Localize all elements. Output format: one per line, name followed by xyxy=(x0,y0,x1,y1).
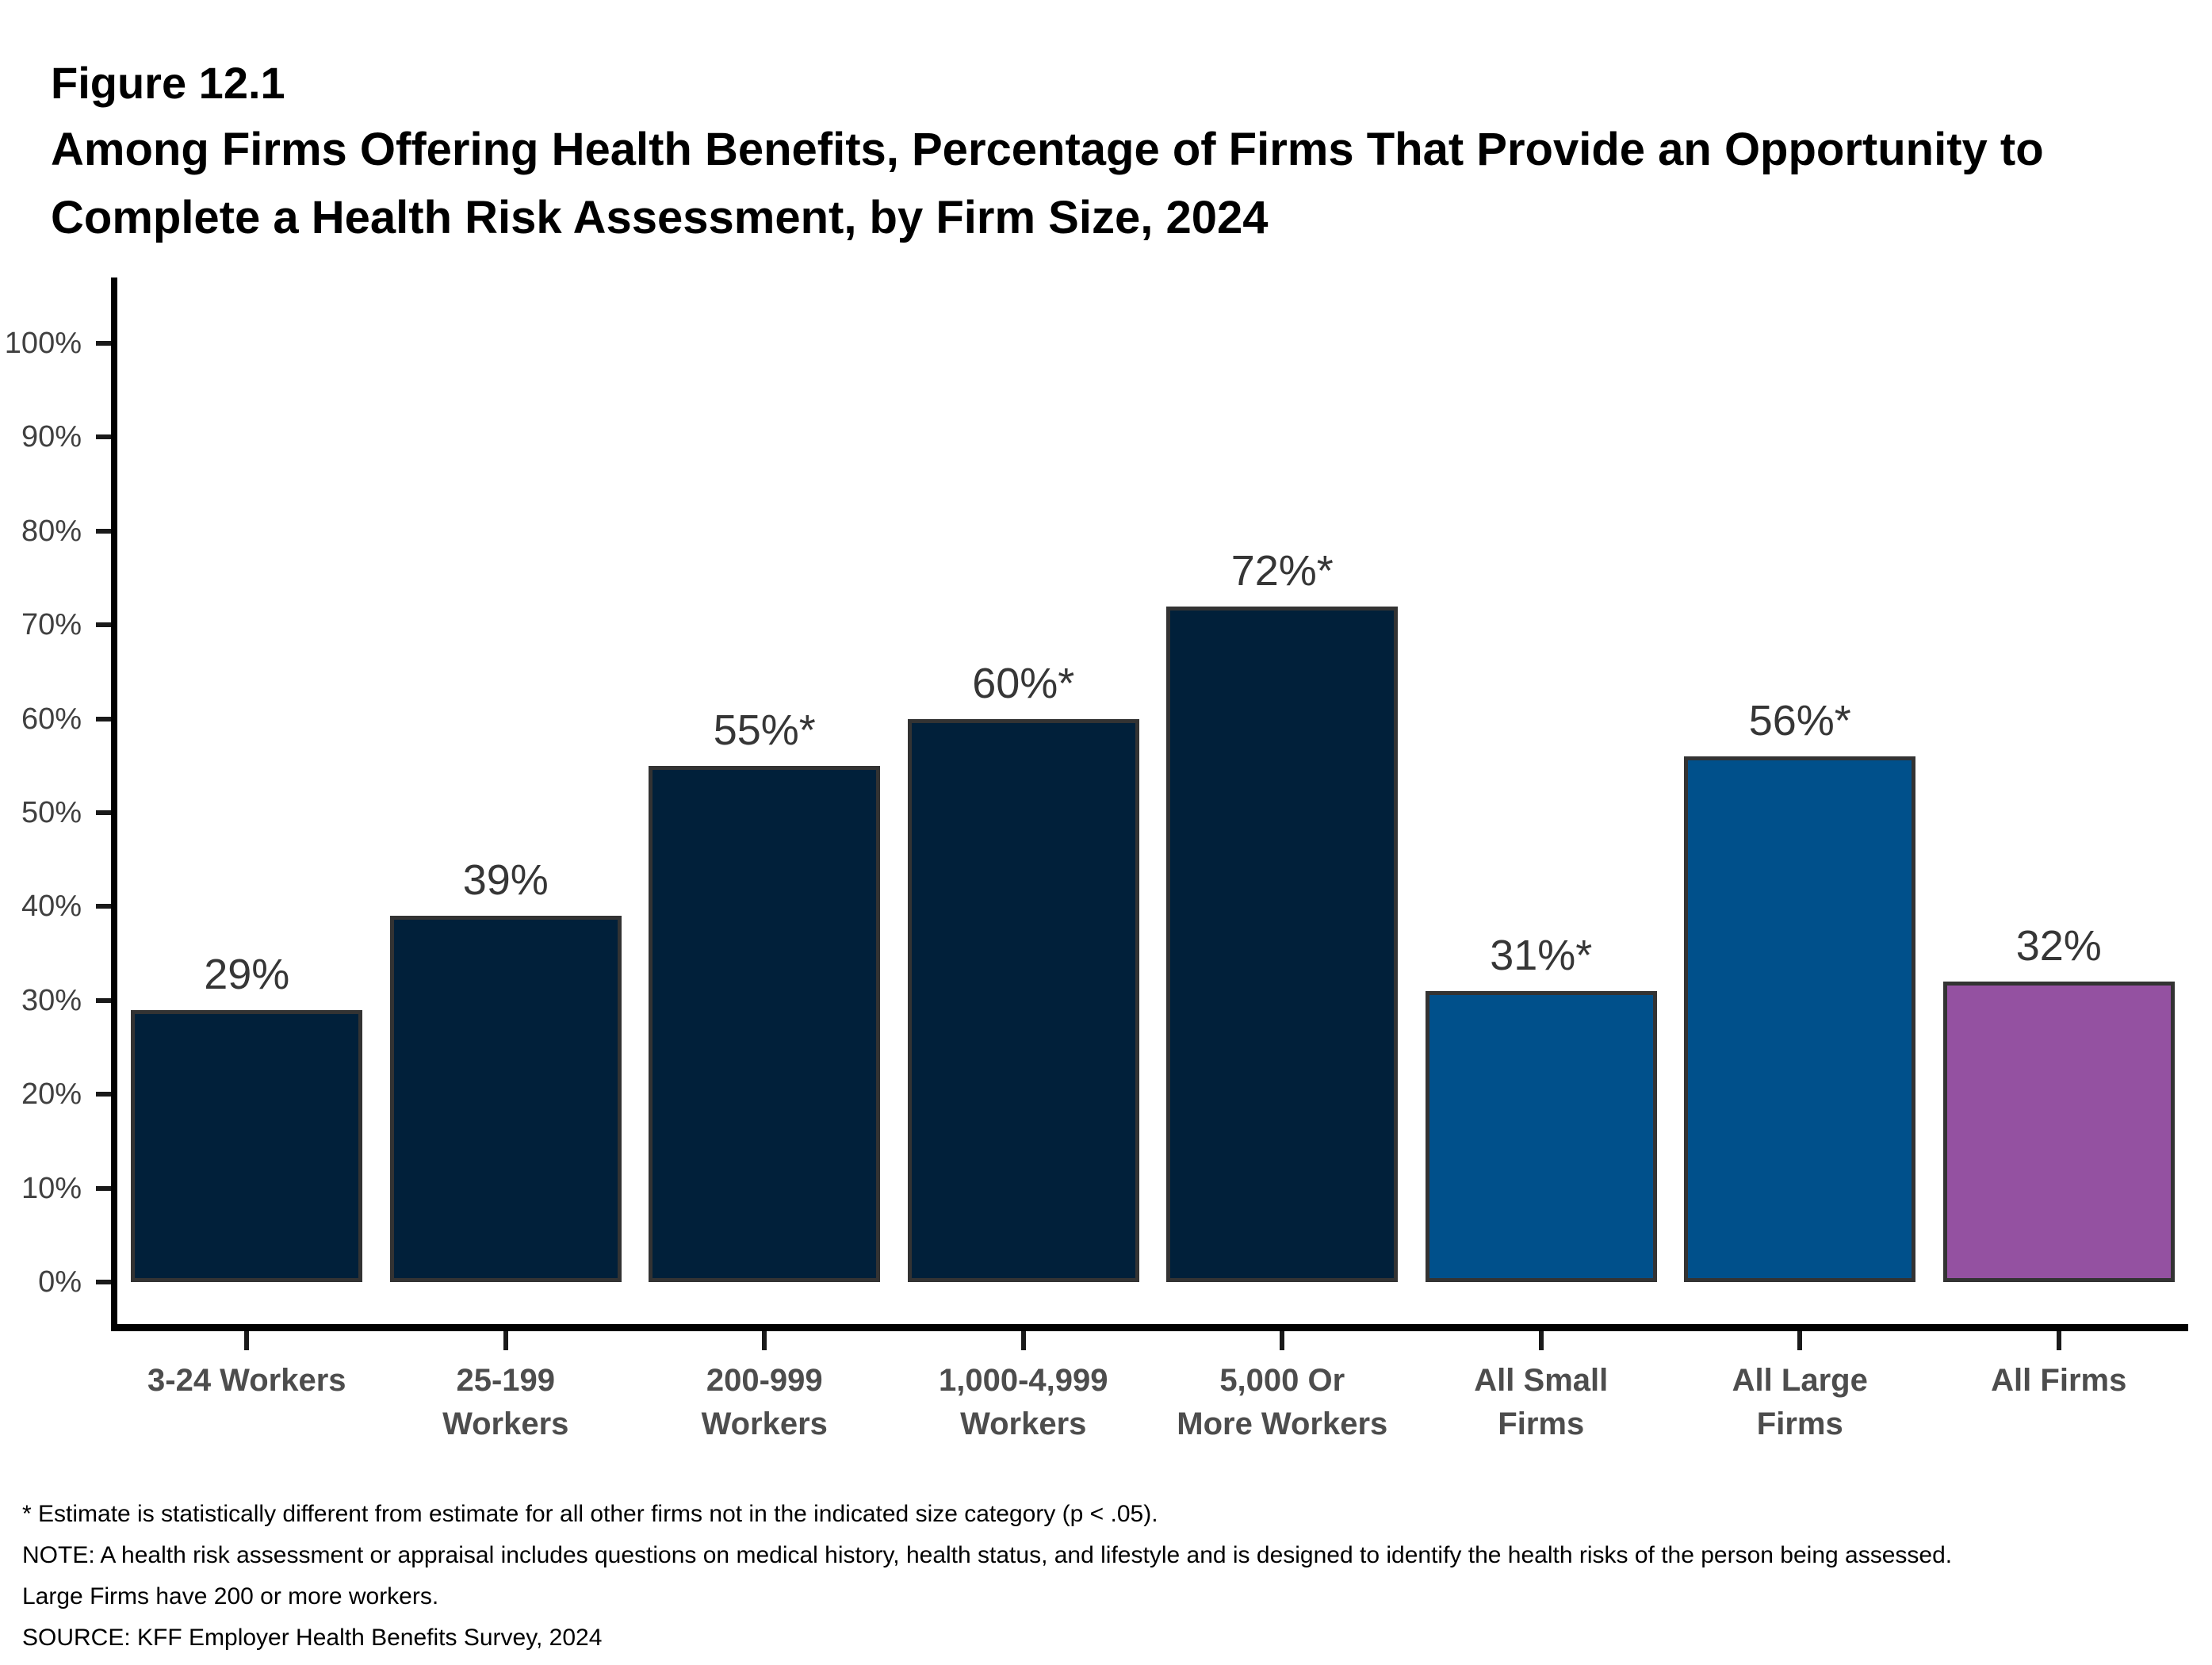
x-axis-tick xyxy=(1020,1331,1026,1350)
bar-all-small-firms xyxy=(1425,990,1657,1282)
y-axis-tick-label: 10% xyxy=(21,1171,82,1205)
y-axis-tick xyxy=(96,528,111,534)
x-axis-tick xyxy=(2056,1331,2061,1350)
y-axis-tick xyxy=(96,1092,111,1097)
bar-value-label: 31%* xyxy=(1490,931,1593,979)
y-axis-tick xyxy=(96,716,111,722)
bar-value-label: 60%* xyxy=(972,659,1075,707)
bar-slot: 60%* 1,000-4,999 Workers xyxy=(894,278,1154,1441)
x-axis-label: 5,000 Or More Workers xyxy=(1177,1363,1388,1441)
bar-slot: 29% 3-24 Workers xyxy=(117,278,377,1398)
bar-slot: 55%* 200-999 Workers xyxy=(635,278,894,1441)
x-axis-tick xyxy=(1280,1331,1285,1350)
bar-1-000-4-999-workers xyxy=(907,718,1139,1282)
bar-value-label: 72%* xyxy=(1230,546,1334,595)
footnote-source: SOURCE: KFF Employer Health Benefits Sur… xyxy=(22,1625,603,1651)
footnotes: * Estimate is statistically different fr… xyxy=(22,1494,1973,1659)
y-axis-tick-label: 100% xyxy=(4,327,82,360)
bar-value-label: 39% xyxy=(462,856,549,905)
footnote-significance: * Estimate is statistically different fr… xyxy=(22,1501,1158,1527)
y-axis-tick-label: 0% xyxy=(38,1265,82,1299)
x-axis-label: 25-199 Workers xyxy=(442,1363,569,1441)
bar-all-large-firms xyxy=(1684,756,1916,1282)
chart-title-line-1: Among Firms Offering Health Benefits, Pe… xyxy=(51,124,2044,175)
y-axis-tick xyxy=(96,1280,111,1284)
bar-slot: 32% All Firms xyxy=(1930,278,2189,1398)
y-axis-tick-label: 20% xyxy=(21,1077,82,1112)
y-axis-tick-label: 30% xyxy=(21,983,82,1017)
x-axis-tick xyxy=(762,1331,767,1350)
bar-slot: 72%* 5,000 Or More Workers xyxy=(1153,278,1412,1441)
x-axis-label: 200-999 Workers xyxy=(701,1363,828,1441)
x-axis-tick xyxy=(1797,1331,1803,1350)
bar-slot: 39% 25-199 Workers xyxy=(377,278,636,1441)
y-axis-tick xyxy=(96,434,111,440)
y-axis-tick xyxy=(96,622,111,628)
bar-all-firms xyxy=(1942,982,2175,1282)
x-axis-label: 1,000-4,999 Workers xyxy=(939,1363,1108,1441)
y-axis-tick xyxy=(96,997,111,1003)
y-axis-tick xyxy=(96,904,111,909)
y-axis-tick xyxy=(96,341,111,346)
x-axis-tick xyxy=(1538,1331,1544,1350)
plot-area: 0% 10% 20% 30% 40% 50% 60% 70% 80% 90% 100% 29% 3-24… xyxy=(5,278,2189,1441)
bar-value-label: 29% xyxy=(204,950,290,998)
chart-title-line-2: Complete a Health Risk Assessment, by Fi… xyxy=(51,192,1269,243)
figure-number: Figure 12.1 xyxy=(51,58,285,108)
bar-value-label: 56%* xyxy=(1748,696,1851,744)
y-axis-tick-label: 80% xyxy=(21,514,82,548)
y-axis-tick xyxy=(96,1185,111,1191)
x-axis-tick xyxy=(244,1331,250,1350)
bar-200-999-workers xyxy=(649,765,881,1282)
y-axis-tick-label: 50% xyxy=(21,796,82,829)
chart-title: Among Firms Offering Health Benefits, Pe… xyxy=(51,116,2044,252)
bar-slot: 31%* All Small Firms xyxy=(1412,278,1671,1441)
bar-3-24-workers xyxy=(131,1009,363,1282)
x-axis-label: All Small Firms xyxy=(1474,1363,1609,1441)
y-axis-tick-label: 40% xyxy=(21,890,82,924)
bar-value-label: 55%* xyxy=(713,706,816,754)
bar-slot: 56%* All Large Firms xyxy=(1670,278,1930,1441)
y-axis-tick-label: 70% xyxy=(21,608,82,642)
x-axis-label: All Firms xyxy=(1991,1363,2127,1398)
bar-25-199-workers xyxy=(389,916,622,1282)
x-axis-tick xyxy=(503,1331,508,1350)
y-axis-tick-label: 60% xyxy=(21,702,82,736)
x-axis-label: All Large Firms xyxy=(1732,1363,1868,1441)
x-axis-label: 3-24 Workers xyxy=(147,1363,346,1398)
y-axis-tick xyxy=(96,810,111,815)
y-axis-tick-label: 90% xyxy=(21,420,82,454)
bar-value-label: 32% xyxy=(2015,922,2102,970)
footnote-note: NOTE: A health risk assessment or apprai… xyxy=(22,1542,1965,1610)
bar-5-000-or-more-workers xyxy=(1166,606,1399,1282)
